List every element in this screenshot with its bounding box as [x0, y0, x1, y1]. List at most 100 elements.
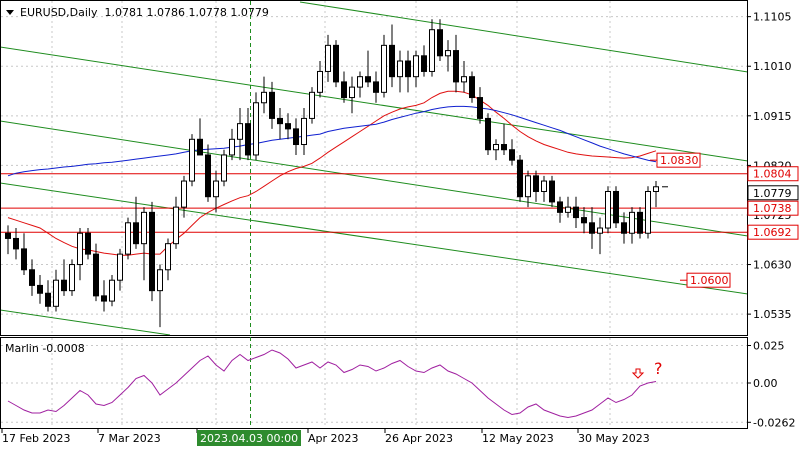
candle-body: [573, 206, 579, 219]
time-tick-label: 30 May 2023: [578, 432, 650, 445]
candle-body: [245, 123, 251, 156]
candle-body: [341, 81, 347, 99]
annotation-label: 1.0600: [690, 274, 729, 287]
level-badge: [747, 224, 799, 240]
candle-body: [197, 138, 203, 156]
candle-body: [77, 232, 83, 266]
candle-body: [109, 279, 115, 302]
candle-body: [53, 279, 59, 307]
price-tick-label: 1.1105: [753, 11, 792, 24]
candle-body: [533, 175, 539, 192]
candle-body: [5, 232, 11, 239]
candle-body: [37, 284, 43, 294]
candle-body: [629, 211, 635, 234]
candle-body: [141, 211, 147, 245]
candle-body: [365, 76, 371, 83]
candle-body: [349, 86, 355, 99]
candle-body: [637, 211, 643, 234]
candle-body: [181, 180, 187, 208]
candle-body: [605, 190, 611, 229]
current-price-label: 1.0779: [753, 187, 792, 200]
cursor-date-badge: [197, 430, 301, 446]
candle-body: [445, 50, 451, 57]
marlin-indicator: [7, 349, 657, 419]
candle-body: [621, 222, 627, 234]
candle-body: [277, 117, 283, 125]
time-tick-label: 26 Apr 2023: [385, 432, 453, 445]
candle-body: [461, 76, 467, 83]
candle-body: [437, 29, 443, 57]
candle-body: [205, 154, 211, 198]
level-badge: [747, 200, 799, 216]
candle-body: [381, 44, 387, 93]
candle-body: [69, 264, 75, 292]
moving-average-blue: [7, 105, 657, 177]
channel-line-bottom: [1, 309, 171, 335]
candle-body: [653, 186, 659, 192]
candle-body: [157, 269, 163, 292]
candle-body: [61, 279, 67, 292]
candlesticks: [5, 19, 668, 328]
candle-body: [413, 55, 419, 78]
price-tick-label: 1.1010: [753, 60, 792, 73]
candle-body: [309, 91, 315, 119]
candle-body: [325, 44, 331, 72]
candle-body: [101, 295, 107, 302]
time-tick-label: Apr 2023: [308, 432, 359, 445]
candle-body: [149, 211, 155, 292]
channel-line-lower: [1, 182, 747, 295]
candle-body: [85, 232, 91, 255]
symbol-menu-icon[interactable]: [6, 10, 14, 15]
candle-body: [469, 76, 475, 99]
candle-body: [501, 144, 507, 151]
channel-line-upper-mid: [1, 46, 747, 162]
price-axis: 1.11051.10101.09151.08201.07251.06301.05…: [747, 11, 792, 321]
annotation-box: [656, 152, 701, 168]
indicator-tick-label: 0.025: [753, 340, 785, 353]
marlin-annotation-question: ?: [654, 359, 663, 378]
time-tick-label: 12 May 2023: [482, 432, 554, 445]
candle-body: [333, 44, 339, 83]
candle-body: [565, 206, 571, 213]
candle-body: [357, 76, 363, 88]
level-labels: 1.0804 1.0738 1.0692 1.0779: [747, 166, 799, 240]
candle-body: [405, 60, 411, 78]
candle-body: [517, 159, 523, 198]
candle-body: [293, 128, 299, 146]
candle-body: [525, 175, 531, 198]
current-price-badge: [747, 185, 799, 201]
level-badge-label: 1.0804: [753, 168, 792, 181]
candle-body: [285, 123, 291, 130]
candle-body: [21, 248, 27, 271]
marlin-line: [7, 349, 657, 419]
indicator-tick-label: -0.0262: [753, 416, 795, 429]
level-badge-label: 1.0738: [753, 202, 792, 215]
price-annotations: 1.0830 1.0600: [650, 152, 731, 288]
candle-body: [397, 60, 403, 78]
candle-body: [317, 70, 323, 93]
candle-body: [221, 154, 227, 182]
candle-body: [45, 292, 51, 307]
candle-body: [589, 222, 595, 234]
candle-body: [429, 29, 435, 72]
price-tick-label: 1.0915: [753, 110, 792, 123]
candle-body: [189, 138, 195, 182]
candle-body: [133, 222, 139, 245]
moving-average-red: [7, 90, 657, 256]
symbol-header: EURUSD,Daily 1.0781 1.0786 1.0778 1.0779: [20, 6, 269, 19]
candle-body: [557, 201, 563, 213]
candle-body: [477, 97, 483, 119]
candle-body: [581, 217, 587, 224]
candle-body: [421, 55, 427, 72]
time-tick-label: 7 Mar 2023: [98, 432, 161, 445]
time-axis: 17 Feb 2023 7 Mar 2023 2023.04.03 00:00 Apr…: [1, 428, 650, 446]
down-arrow-icon: [631, 368, 645, 379]
candle-body: [253, 102, 259, 156]
candle-body: [453, 50, 459, 83]
candle-body: [261, 91, 267, 104]
price-tick-label: 1.0630: [753, 259, 792, 272]
candle-body: [389, 44, 395, 78]
channel-line-upper: [299, 1, 747, 73]
candle-body: [13, 237, 19, 250]
